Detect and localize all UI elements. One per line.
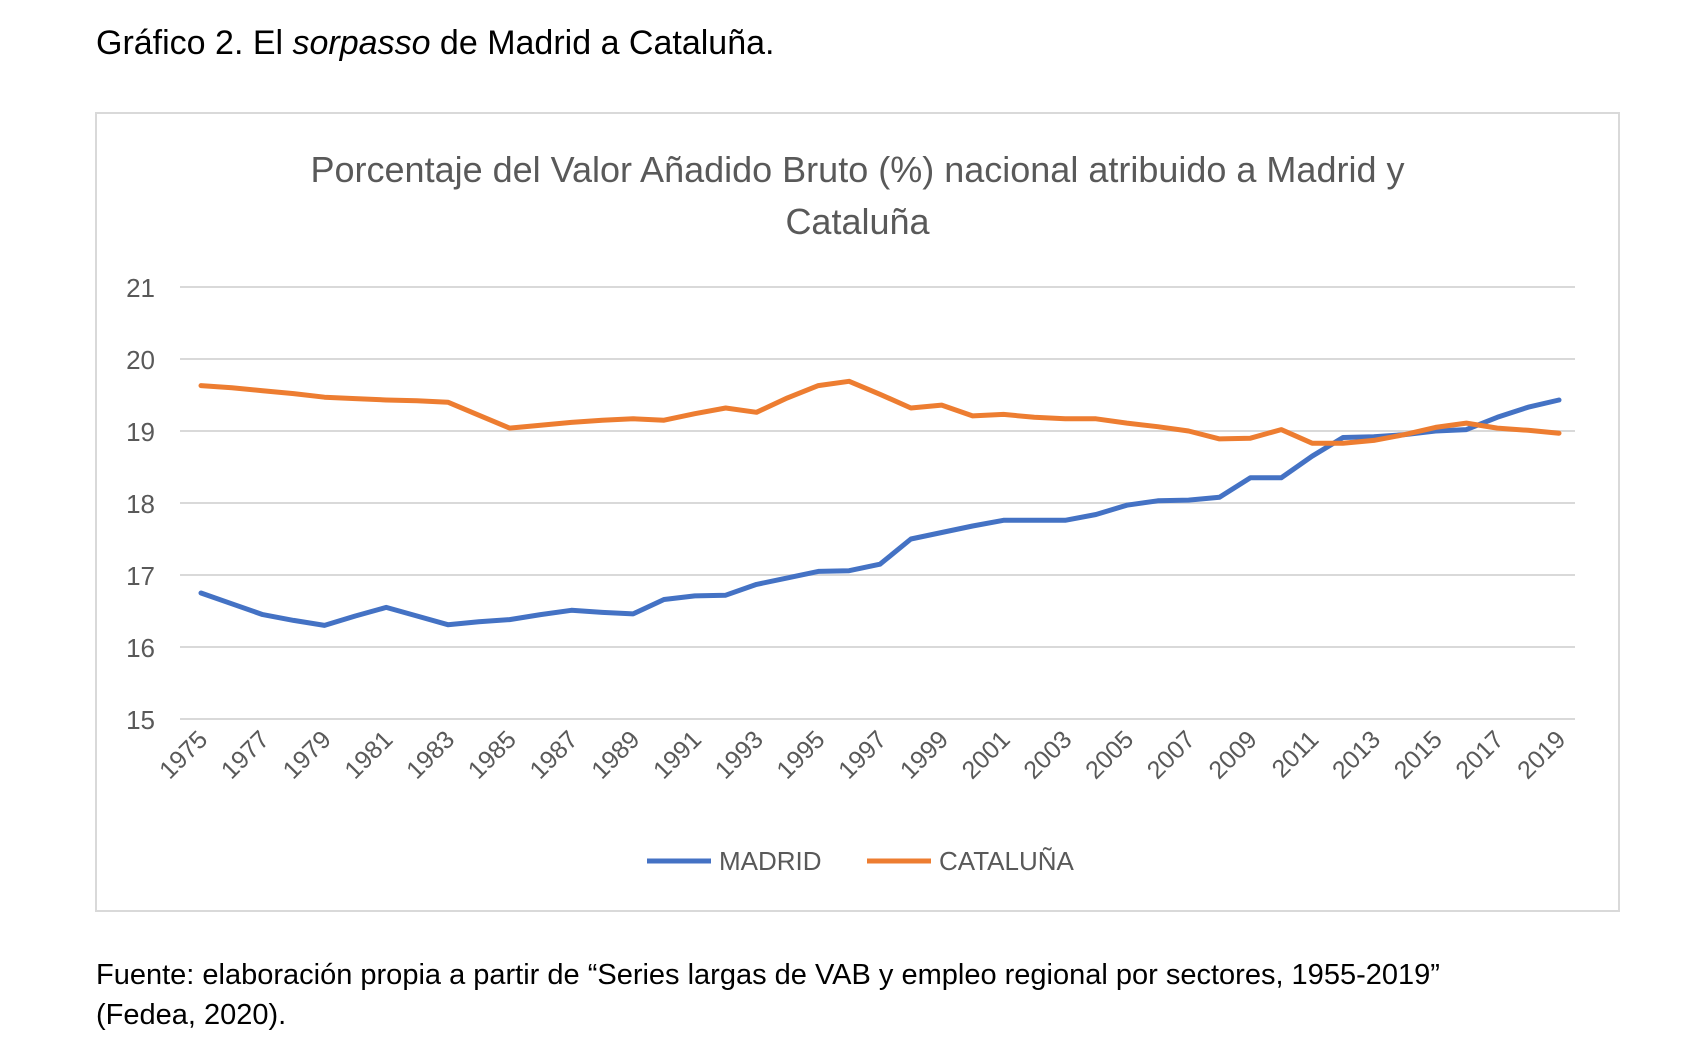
x-tick-label: 2013 bbox=[1327, 725, 1386, 784]
x-tick-label: 2005 bbox=[1080, 725, 1139, 784]
series-line-cataluna bbox=[198, 378, 1562, 446]
x-tick-label: 1979 bbox=[278, 725, 337, 784]
source-note-line1: Fuente: elaboración propia a partir de “… bbox=[96, 959, 1440, 991]
heading-prefix: Gráfico 2. El bbox=[96, 24, 293, 62]
x-tick-label: 1977 bbox=[216, 725, 275, 784]
y-tick-label: 18 bbox=[126, 489, 155, 519]
x-tick-label: 1989 bbox=[586, 725, 645, 784]
chart-container: Porcentaje del Valor Añadido Bruto (%) n… bbox=[95, 112, 1620, 912]
x-tick-label: 2009 bbox=[1203, 725, 1262, 784]
heading-suffix: de Madrid a Cataluña. bbox=[430, 24, 775, 62]
heading-italic: sorpasso bbox=[292, 24, 431, 62]
chart-title-line1: Porcentaje del Valor Añadido Bruto (%) n… bbox=[310, 149, 1405, 190]
source-note-line2: (Fedea, 2020). bbox=[96, 999, 287, 1031]
y-tick-label: 15 bbox=[126, 705, 155, 735]
chart-title: Porcentaje del Valor Añadido Bruto (%) n… bbox=[97, 144, 1618, 248]
x-tick-label: 2007 bbox=[1142, 725, 1201, 784]
y-tick-label: 19 bbox=[126, 417, 155, 447]
legend-cataluna-label: CATALUÑA bbox=[939, 846, 1074, 876]
y-tick-label: 20 bbox=[126, 345, 155, 375]
x-tick-label: 1983 bbox=[401, 725, 460, 784]
y-tick-label: 16 bbox=[126, 633, 155, 663]
source-note: Fuente: elaboración propia a partir de “… bbox=[96, 955, 1656, 1035]
x-tick-label: 1997 bbox=[833, 725, 892, 784]
legend-madrid-label: MADRID bbox=[719, 846, 822, 876]
x-tick-label: 2003 bbox=[1018, 725, 1077, 784]
x-tick-label: 2015 bbox=[1389, 725, 1448, 784]
x-tick-label: 2011 bbox=[1267, 725, 1325, 783]
x-tick-label: 1993 bbox=[710, 725, 769, 784]
x-tick-label: 1975 bbox=[154, 725, 213, 784]
x-tick-label: 2017 bbox=[1450, 725, 1509, 784]
x-tick-label: 1991 bbox=[648, 725, 707, 784]
x-tick-label: 1999 bbox=[895, 725, 954, 784]
series-line-madrid bbox=[198, 397, 1562, 628]
x-tick-label: 2019 bbox=[1512, 725, 1571, 784]
y-tick-label: 21 bbox=[126, 273, 155, 303]
chart-title-line2: Cataluña bbox=[785, 201, 930, 242]
y-tick-label: 17 bbox=[126, 561, 155, 591]
x-tick-label: 1995 bbox=[771, 725, 830, 784]
x-tick-label: 1985 bbox=[463, 725, 522, 784]
x-tick-label: 1987 bbox=[524, 725, 583, 784]
x-tick-label: 2001 bbox=[957, 725, 1016, 784]
figure-heading: Gráfico 2. El sorpasso de Madrid a Catal… bbox=[96, 18, 774, 68]
x-tick-label: 1981 bbox=[339, 725, 398, 784]
